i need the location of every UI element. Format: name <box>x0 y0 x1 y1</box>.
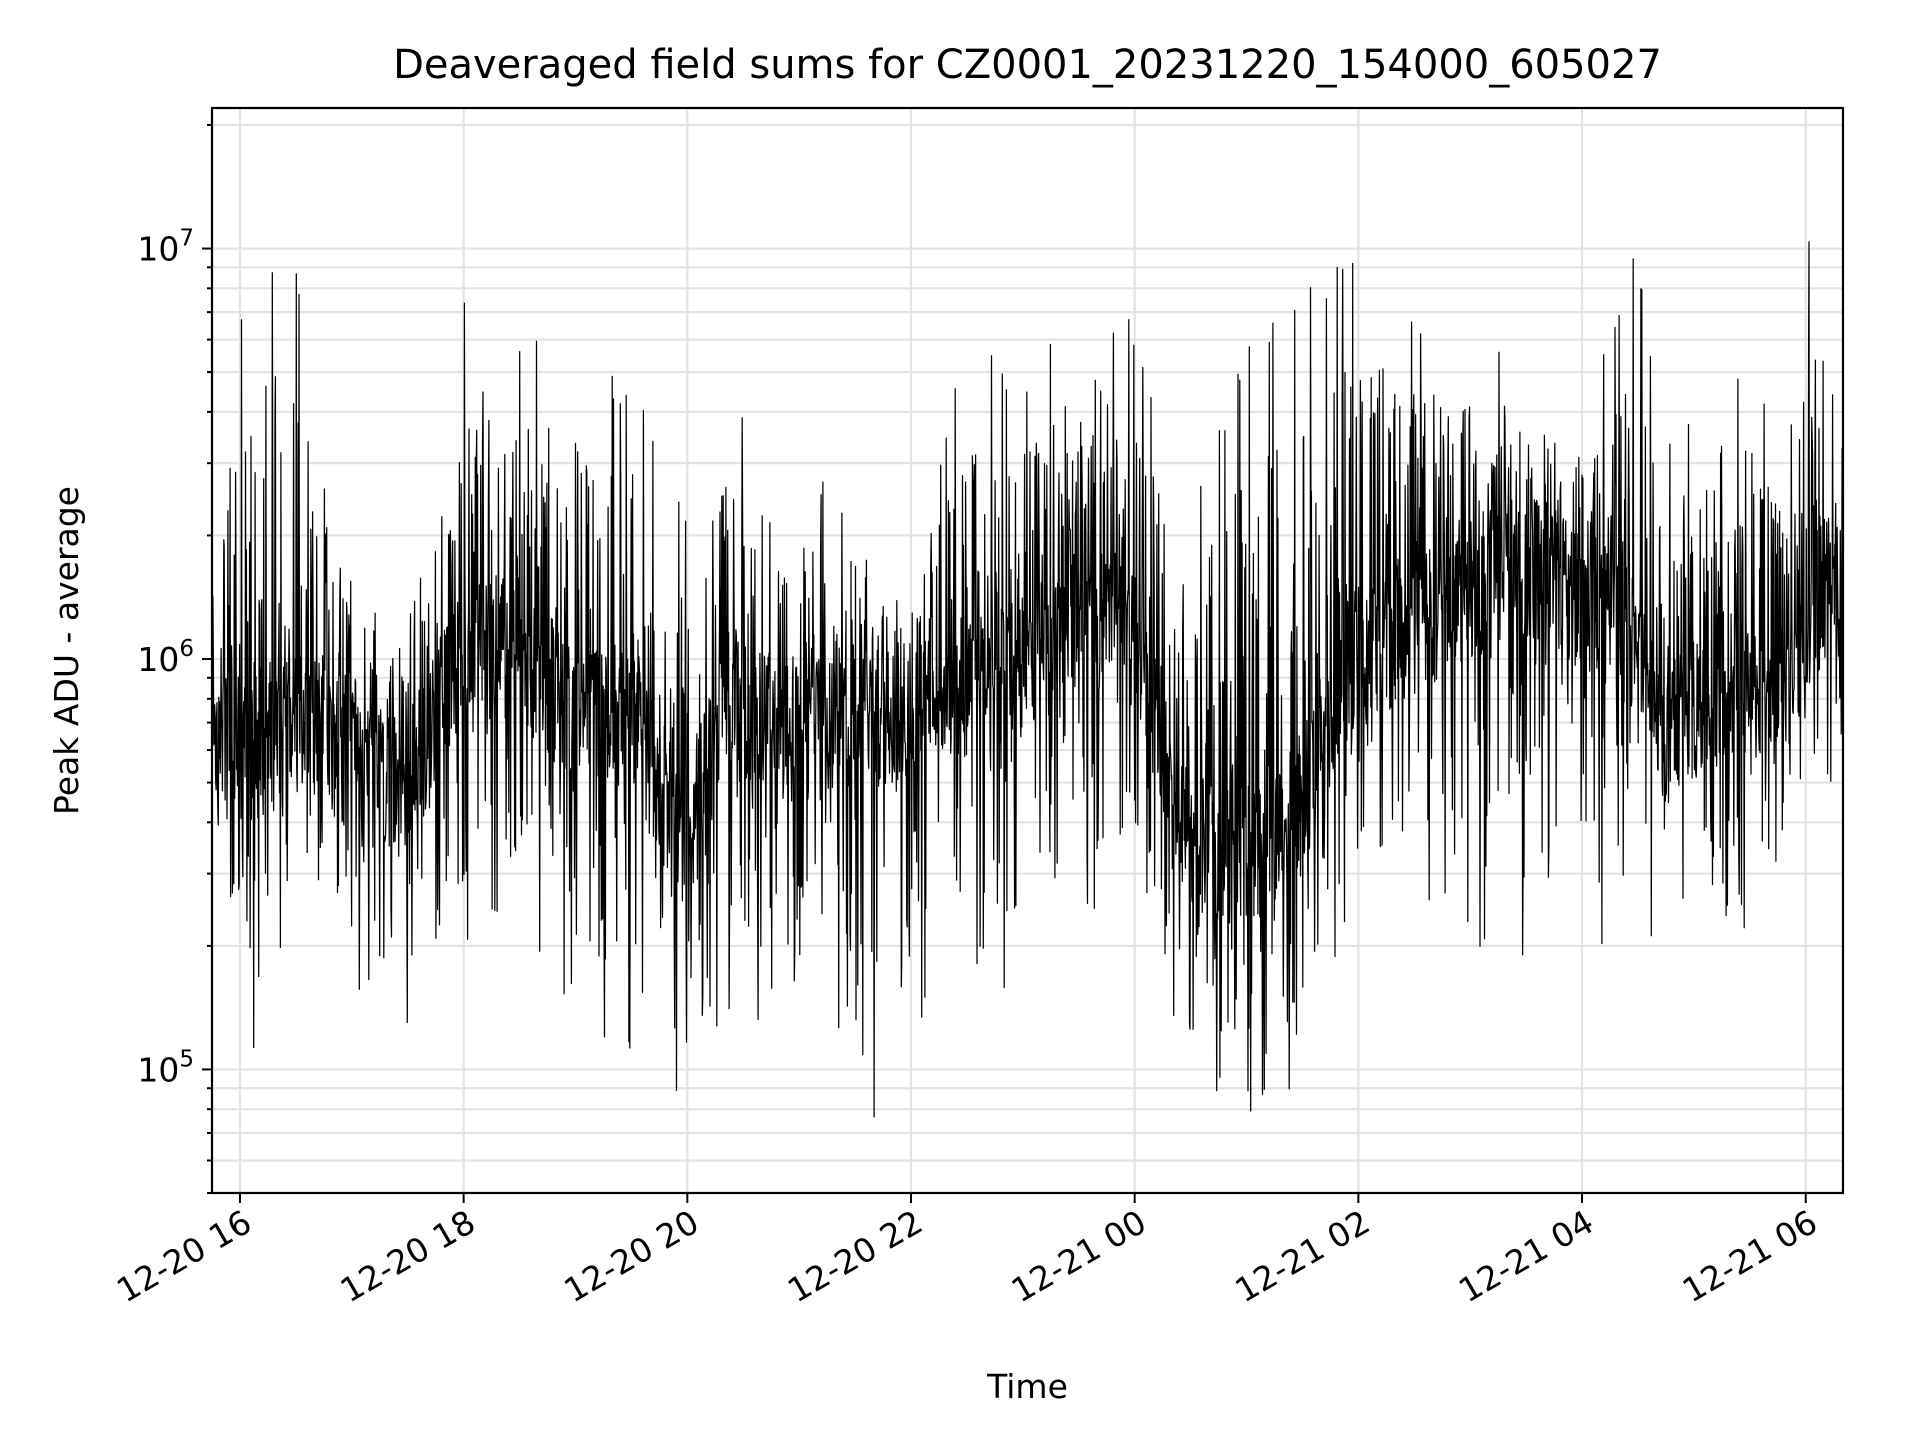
x-tick-label: 12-20 22 <box>781 1202 929 1310</box>
y-axis-label: Peak ADU - average <box>47 486 86 815</box>
y-tick-label: 105 <box>137 1046 194 1089</box>
x-tick-label: 12-20 18 <box>334 1202 482 1310</box>
x-tick-label: 12-21 00 <box>1005 1202 1153 1310</box>
series-layer <box>211 241 1844 1118</box>
series-line <box>211 241 1844 1118</box>
x-tick-label: 12-21 02 <box>1228 1202 1376 1310</box>
y-tick-label: 106 <box>137 636 194 679</box>
x-tick-label: 12-21 04 <box>1452 1202 1600 1310</box>
x-tick-label: 12-20 20 <box>557 1202 705 1310</box>
plot-frame <box>210 106 1845 1195</box>
x-tick-label: 12-20 16 <box>110 1202 258 1310</box>
x-tick-label: 12-21 06 <box>1676 1202 1824 1310</box>
x-axis-label: Time <box>986 1367 1068 1406</box>
chart-title: Deaveraged field sums for CZ0001_2023122… <box>393 42 1662 88</box>
y-tick-label: 107 <box>137 226 194 269</box>
grid-layer <box>212 108 1843 1195</box>
